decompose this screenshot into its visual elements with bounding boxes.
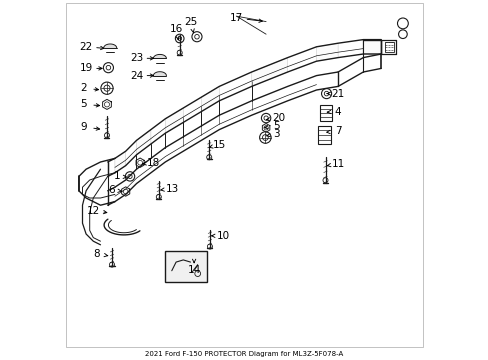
- Text: 14: 14: [187, 265, 200, 275]
- Circle shape: [104, 133, 109, 138]
- Text: 10: 10: [217, 231, 230, 241]
- Circle shape: [177, 50, 182, 55]
- Bar: [384, 42, 393, 52]
- Bar: [319, 105, 331, 121]
- Text: 9: 9: [80, 122, 86, 132]
- Text: 3: 3: [273, 129, 280, 139]
- Polygon shape: [316, 43, 337, 61]
- Text: 17: 17: [229, 13, 243, 23]
- Text: 22: 22: [80, 42, 93, 52]
- Text: 8: 8: [93, 249, 100, 259]
- Text: 1: 1: [113, 171, 120, 181]
- Circle shape: [206, 155, 211, 160]
- Text: 6: 6: [108, 185, 114, 195]
- Text: 19: 19: [80, 63, 93, 73]
- Polygon shape: [136, 130, 151, 155]
- Polygon shape: [165, 108, 183, 133]
- Text: 21: 21: [331, 89, 344, 99]
- Circle shape: [109, 262, 114, 267]
- Bar: [317, 126, 330, 144]
- Text: 4: 4: [334, 107, 341, 117]
- Text: 16: 16: [169, 24, 183, 34]
- Polygon shape: [201, 86, 219, 112]
- Text: 7: 7: [334, 126, 341, 136]
- Text: 5: 5: [80, 99, 86, 109]
- Text: 5: 5: [273, 121, 280, 131]
- Text: 24: 24: [130, 71, 143, 81]
- Text: 15: 15: [212, 140, 225, 150]
- Text: 13: 13: [165, 184, 179, 194]
- Text: 2: 2: [80, 83, 86, 93]
- Polygon shape: [115, 151, 125, 173]
- Text: 2021 Ford F-150 PROTECTOR Diagram for ML3Z-5F078-A: 2021 Ford F-150 PROTECTOR Diagram for ML…: [145, 351, 343, 356]
- Text: 12: 12: [86, 206, 100, 216]
- Polygon shape: [363, 40, 381, 54]
- Polygon shape: [251, 58, 287, 86]
- Text: 20: 20: [272, 113, 285, 123]
- Circle shape: [322, 178, 327, 183]
- Bar: [165, 251, 206, 282]
- Text: 11: 11: [331, 159, 344, 169]
- Text: 25: 25: [184, 17, 198, 27]
- Text: 18: 18: [147, 158, 160, 168]
- Circle shape: [156, 194, 161, 199]
- Circle shape: [207, 244, 212, 249]
- Text: 23: 23: [130, 53, 143, 63]
- Circle shape: [397, 18, 407, 29]
- Circle shape: [398, 30, 407, 39]
